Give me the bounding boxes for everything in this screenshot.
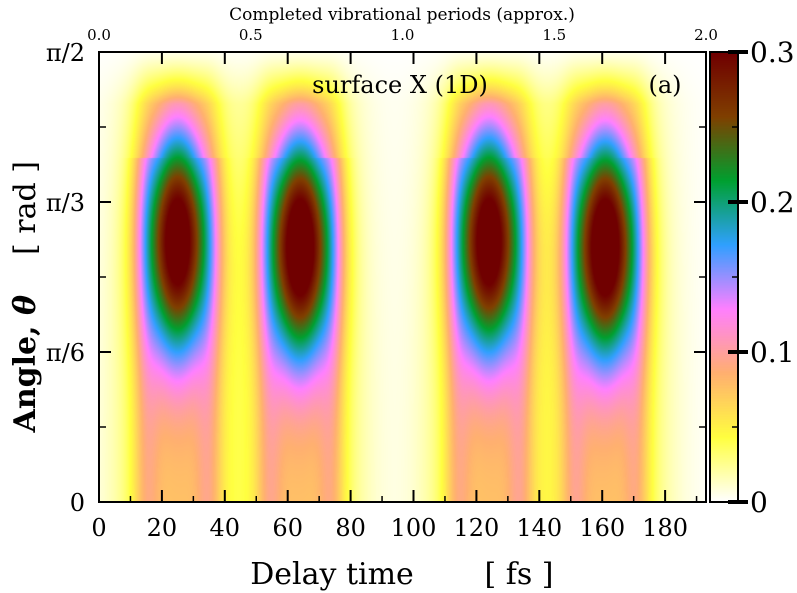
y-tick-label: 0 [70, 489, 85, 517]
x-axis-label: Delay time [250, 557, 414, 592]
y-axis-unit: [ rad ] [8, 161, 43, 255]
top-tick-label: 1.0 [391, 26, 415, 44]
y-tick-label: π/3 [46, 189, 85, 217]
x-tick-label: 80 [335, 514, 366, 542]
colorbar-tick-label: 0 [750, 486, 768, 519]
y-tick-label: π/2 [46, 39, 85, 67]
y-axis-symbol: θ [8, 295, 43, 315]
top-axis-label: Completed vibrational periods (approx.) [229, 5, 575, 25]
x-tick-label: 40 [210, 514, 241, 542]
x-tick-label: 0 [91, 514, 106, 542]
x-axis-unit: [ fs ] [485, 557, 554, 592]
x-tick-label: 160 [579, 514, 625, 542]
top-tick-label: 0.5 [239, 26, 263, 44]
annotation-surface: surface X (1D) [312, 71, 488, 99]
x-tick-label: 20 [147, 514, 178, 542]
x-tick-label: 180 [642, 514, 688, 542]
top-tick-label: 0.0 [87, 26, 111, 44]
top-tick-label: 1.5 [542, 26, 566, 44]
y-axis-label: Angle, [8, 315, 43, 433]
x-tick-label: 60 [272, 514, 303, 542]
x-tick-label: 120 [454, 514, 500, 542]
x-tick-label: 100 [391, 514, 437, 542]
colorbar-tick-label: 0.3 [750, 36, 795, 69]
heatmap-area [99, 52, 706, 502]
x-tick-label: 140 [516, 514, 562, 542]
axis-ticks [98, 50, 748, 504]
y-tick-label: π/6 [46, 339, 85, 367]
svg-text:Angle, θ: Angle, θ [8, 295, 43, 433]
axis-tick-labels: 0 20 40 60 80 100 120 140 160 180 0.0 0.5 1.0 1.5 2.0 0… [46, 26, 795, 542]
panel-label: (a) [648, 71, 681, 99]
top-tick-label: 2.0 [694, 26, 718, 44]
colorbar-tick-label: 0.1 [750, 336, 795, 369]
colorbar-tick-label: 0.2 [750, 186, 795, 219]
